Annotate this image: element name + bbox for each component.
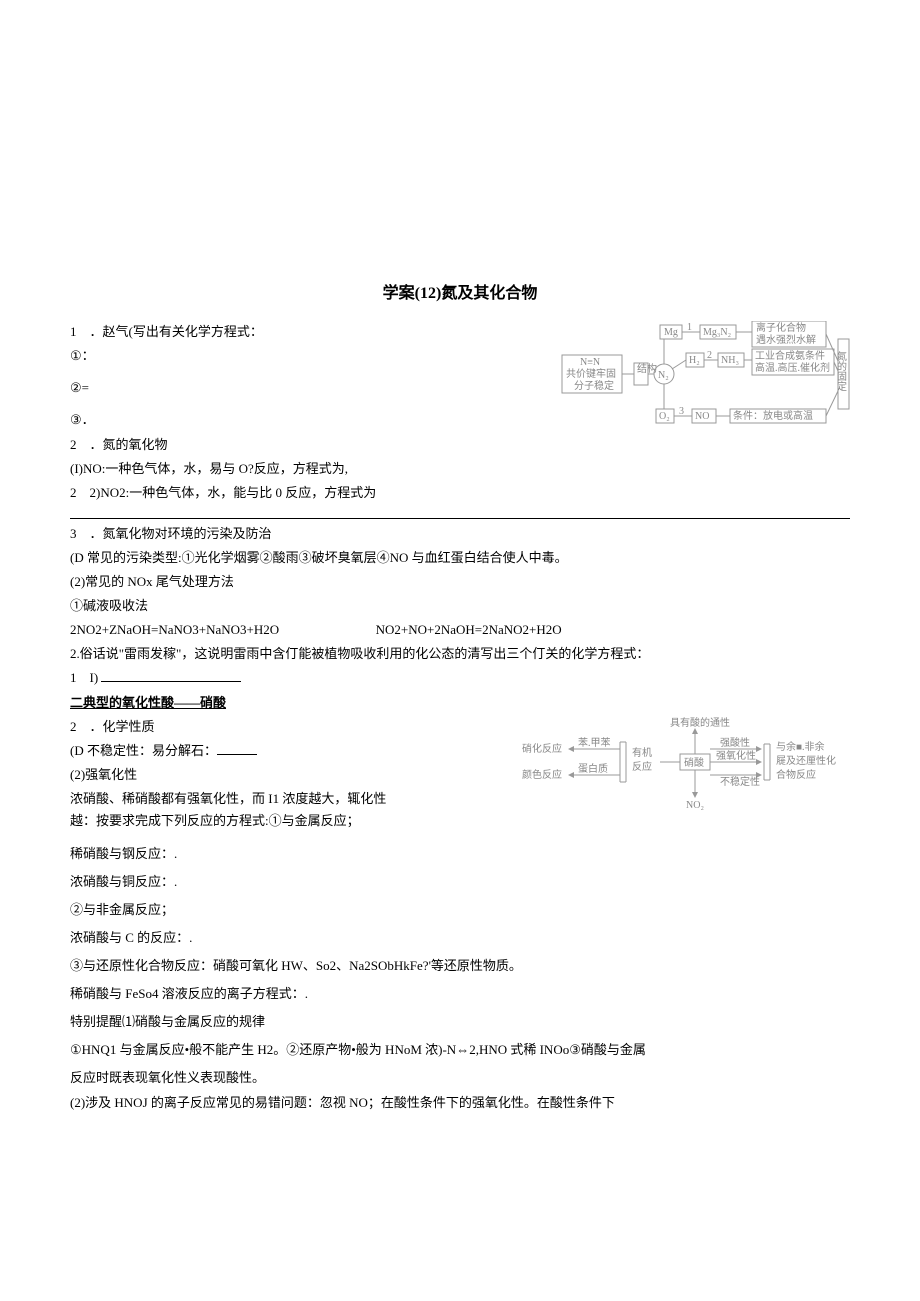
svg-text:O₂: O₂ [659, 411, 670, 422]
line-rules-1: ①HNQ1 与金属反应•般不能产生 H2。②还原产物•般为 HNoM 浓)-N⇔… [70, 1039, 850, 1061]
line-pollution-types: (D 常见的污染类型:①光化学烟雾②酸雨③破坏臭氧层④NO 与血红蛋白结合使人中… [70, 547, 850, 569]
svg-text:反应: 反应 [632, 760, 652, 773]
svg-text:高温.高压.催化剂: 高温.高压.催化剂 [755, 361, 830, 374]
svg-text:Mg₃N₂: Mg₃N₂ [703, 327, 731, 338]
svg-text:N≡N: N≡N [580, 357, 600, 368]
line-conc-dilute: 浓硝酸、稀硝酸都有强氧化性，而 I1 浓度越大，辄化性越：按要求完成下列反应的方… [70, 788, 390, 832]
svg-text:2: 2 [707, 350, 712, 361]
line-thunder-rain: 2.俗话说"雷雨发稼"，这说明雷雨中含仃能被植物吸收利用的化公态的清写出三个仃关… [70, 643, 850, 665]
svg-text:N₂: N₂ [658, 370, 669, 381]
line-special-reminder: 特别提醒⑴硝酸与金属反应的规律 [70, 1011, 850, 1033]
svg-text:与余■.非余: 与余■.非余 [776, 740, 825, 753]
svg-text:1: 1 [687, 322, 692, 333]
svg-text:条件：放电或高温: 条件：放电或高温 [733, 409, 813, 422]
line-rules-2: 反应时既表现氧化性义表现酸性。 [70, 1067, 850, 1089]
svg-text:硝酸: 硝酸 [684, 756, 704, 769]
svg-text:分子稳定: 分子稳定 [574, 379, 614, 392]
svg-text:颜色反应: 颜色反应 [522, 768, 562, 781]
line-dilute-steel: 稀硝酸与钢反应：. [70, 843, 850, 865]
svg-text:蛋白质: 蛋白质 [578, 762, 608, 775]
svg-text:屣及还厘性化: 屣及还厘性化 [776, 754, 836, 767]
svg-text:3: 3 [679, 406, 684, 417]
svg-text:苯.甲苯: 苯.甲苯 [578, 736, 611, 749]
line-alkali-absorb: ①碱液吸收法 [70, 595, 850, 617]
line-conc-copper: 浓硝酸与铜反应：. [70, 871, 850, 893]
diagram-nitrogen-fixation: Mg 1 Mg₃N₂ 离子化合物 遇水强烈水解 N≡N 共价键牢固 分子稳定 结… [560, 321, 850, 448]
svg-text:NO: NO [695, 411, 709, 422]
eq-2no2-naoh: 2NO2+ZNaOH=NaNO3+NaNO3+H2O [70, 622, 279, 637]
svg-text:具有酸的通性: 具有酸的通性 [670, 716, 730, 729]
page-title: 学案(12)氮及其化合物 [70, 280, 850, 307]
svg-text:NH₃: NH₃ [721, 355, 739, 366]
section-nitrogen: Mg 1 Mg₃N₂ 离子化合物 遇水强烈水解 N≡N 共价键牢固 分子稳定 结… [70, 321, 850, 506]
svg-text:合物反应: 合物反应 [776, 768, 816, 781]
line-nonmetal: ②与非金属反应； [70, 899, 850, 921]
svg-text:不稳定性: 不稳定性 [720, 775, 760, 788]
svg-text:NO₂: NO₂ [686, 800, 704, 811]
line-blank-i: 1 I) [70, 667, 850, 689]
svg-text:Mg: Mg [664, 327, 678, 338]
section-2-head: 二典型的氧化性酸——硝酸 [70, 692, 850, 714]
svg-text:强氧化性: 强氧化性 [716, 749, 756, 762]
section-hno3: 具有酸的通性 硝化反应 苯.甲苯 颜色反应 蛋白质 有机 反应 硝酸 强酸性 [70, 716, 850, 837]
svg-text:H₂: H₂ [689, 355, 700, 366]
diagram-hno3-properties: 具有酸的通性 硝化反应 苯.甲苯 颜色反应 蛋白质 有机 反应 硝酸 强酸性 [520, 716, 850, 833]
line-no: (I)NO:一种色气体，水，易与 O?反应，方程式为, [70, 458, 850, 480]
line-common-error: (2)涉及 HNOJ 的离子反应常见的易错问题：忽视 NO；在酸性条件下的强氧化… [70, 1092, 850, 1114]
svg-text:强酸性: 强酸性 [720, 736, 750, 749]
line-nox-methods: (2)常见的 NOx 尾气处理方法 [70, 571, 850, 593]
eq-no2-no-naoh: NO2+NO+2NaOH=2NaNO2+H2O [376, 622, 562, 637]
line-reducing-compounds: ③与还原性化合物反应：硝酸可氧化 HW、So2、Na2SObHkFe?'等还原性… [70, 955, 850, 977]
line-no2: 2 2)NO2:一种色气体，水，能与比 0 反应，方程式为 [70, 482, 850, 504]
svg-text:离子化合物: 离子化合物 [756, 321, 806, 334]
line-3: 3 ．氮氧化物对环境的污染及防治 [70, 523, 850, 545]
svg-text:遇水强烈水解: 遇水强烈水解 [756, 333, 816, 346]
svg-text:硝化反应: 硝化反应 [522, 742, 562, 755]
blank-line-1 [70, 506, 850, 519]
line-conc-carbon: 浓硝酸与 C 的反应：. [70, 927, 850, 949]
svg-text:有机: 有机 [632, 746, 652, 759]
line-dilute-feso4: 稀硝酸与 FeSo4 溶液反应的离子方程式：. [70, 983, 850, 1005]
line-equations-row: 2NO2+ZNaOH=NaNO3+NaNO3+H2O NO2+NO+2NaOH=… [70, 619, 850, 641]
svg-text:工业合成氨条件: 工业合成氨条件 [755, 349, 825, 362]
svg-text:共价键牢固: 共价键牢固 [566, 367, 616, 380]
